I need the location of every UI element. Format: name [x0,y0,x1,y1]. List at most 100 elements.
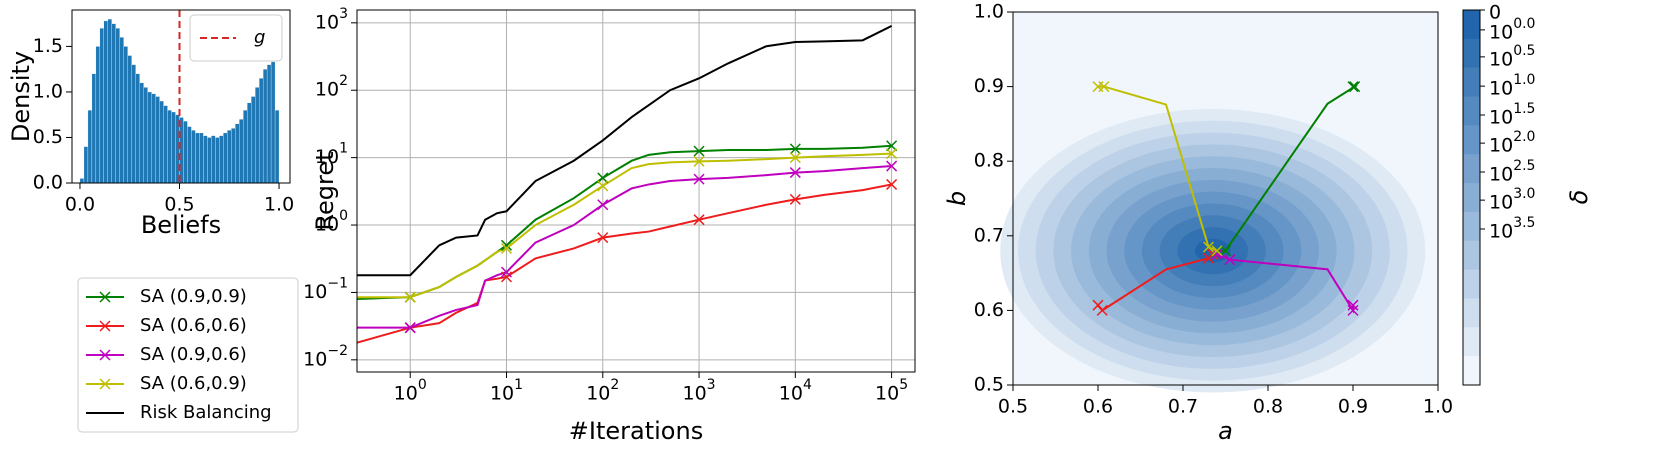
bar [195,132,200,184]
bar [111,23,116,184]
legend-label: g [254,27,265,48]
bar [155,96,160,184]
colorbar-band [1463,67,1480,98]
marker [500,239,513,251]
legend-label: SA (0.6,0.9) [140,373,247,394]
legend-marker [99,320,111,332]
bar [87,110,93,184]
marker [500,266,513,278]
bar [203,135,208,184]
bar [270,61,276,184]
colorbar-band [1463,154,1480,184]
marker [1211,245,1223,257]
x-tick-label: 0.6 [1083,396,1113,418]
plot-frame [71,9,291,184]
legend-marker [99,378,111,390]
plot-frame [356,9,916,373]
marker [886,148,898,160]
colorbar-band [1463,96,1480,126]
marker [597,232,609,244]
x-axis-label: a [1218,417,1233,445]
marker [500,242,513,254]
colorbar-band [1463,240,1480,271]
marker [597,199,609,211]
marker [1349,81,1361,93]
y-tick-label: 10−2 [303,343,348,371]
marker [693,145,705,157]
x-tick-label: 0.7 [1168,396,1198,418]
colorbar-band [1463,356,1480,386]
plot-frame [1012,11,1439,386]
bar [95,46,101,184]
marker [1219,245,1232,257]
bar [115,28,120,184]
x-tick-label: 0.0 [65,194,95,216]
marker [404,291,416,303]
y-tick-label: 1.5 [33,35,63,57]
bar [187,126,192,184]
trajectory [1216,253,1354,314]
bar [258,78,264,184]
bar [91,73,97,184]
marker [1224,254,1236,266]
bar [171,111,176,184]
bar [135,73,140,184]
marker [404,322,416,334]
colorbar-tick-label: 103.5 [1489,215,1535,243]
colorbar-band [1463,10,1480,40]
bar [262,69,268,184]
marker [1347,304,1359,316]
y-axis-label: Regret [311,151,339,230]
y-tick-label: 0.0 [33,172,63,194]
bar [103,20,108,184]
bar [231,128,236,184]
marker [789,152,801,164]
x-tick-label: 105 [875,377,908,405]
y-tick-label: 0.8 [974,150,1004,172]
bar [151,93,156,184]
y-tick-label: 103 [315,6,348,34]
colorbar-frame [1462,9,1481,386]
bar [243,110,248,184]
marker [886,178,898,190]
colorbar-tick-label: 101.0 [1489,72,1535,100]
bar [127,55,132,184]
y-tick-label: 0.9 [974,75,1004,97]
y-axis-label: Density [7,51,35,142]
colorbar-tick-label: 103.0 [1489,186,1535,214]
bar [79,178,85,184]
y-tick-label: 0.7 [974,224,1004,246]
x-axis-label: Beliefs [141,211,221,239]
bar [183,120,188,184]
bar [123,46,128,184]
marker [693,214,705,226]
bar [251,96,256,184]
colorbar-band [1463,269,1480,299]
y-tick-label: 102 [315,73,348,101]
legend-marker [99,291,111,303]
legend-label: SA (0.9,0.9) [140,286,247,307]
bar [255,87,260,184]
colorbar-band [1463,183,1480,213]
marker [789,143,801,155]
legend-label: Risk Balancing [140,402,272,423]
x-tick-label: 0.9 [1338,396,1368,418]
x-tick-label: 104 [779,377,812,405]
bar [219,135,224,184]
marker [1098,81,1110,93]
bar [266,64,272,184]
marker [500,271,513,283]
legend-box [77,277,299,433]
y-tick-label: 10−1 [303,275,348,303]
marker [597,180,609,192]
bar [143,87,148,184]
legend-marker [99,349,111,361]
marker [789,167,801,179]
bar [147,91,152,184]
x-tick-label: 0.5 [164,194,194,216]
x-tick-label: 102 [586,377,619,405]
marker [886,160,898,172]
marker [1202,241,1215,253]
series-group [357,25,893,344]
y-axis-label: b [943,191,971,206]
